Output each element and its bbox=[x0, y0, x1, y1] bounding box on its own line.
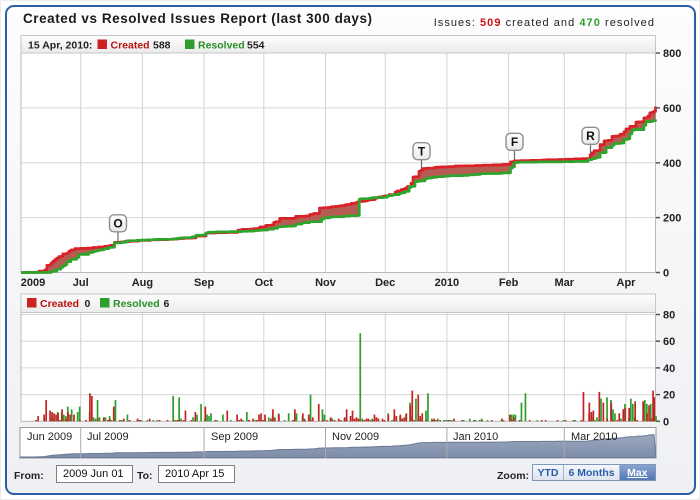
svg-text:Resolved: Resolved bbox=[113, 298, 160, 310]
svg-text:Nov 2009: Nov 2009 bbox=[332, 431, 379, 443]
svg-text:Resolved: Resolved bbox=[198, 40, 245, 52]
svg-text:200: 200 bbox=[663, 213, 681, 225]
svg-text:588: 588 bbox=[153, 40, 171, 52]
svg-text:Jun 2009: Jun 2009 bbox=[27, 431, 72, 443]
svg-text:Nov: Nov bbox=[315, 277, 337, 289]
svg-text:R: R bbox=[586, 129, 595, 143]
svg-text:Apr: Apr bbox=[617, 277, 637, 289]
svg-text:15 Apr, 2010:: 15 Apr, 2010: bbox=[28, 40, 92, 52]
svg-text:Created: Created bbox=[111, 40, 150, 52]
svg-text:6: 6 bbox=[164, 298, 170, 310]
svg-text:Sep 2009: Sep 2009 bbox=[211, 431, 258, 443]
svg-text:0: 0 bbox=[85, 298, 91, 310]
svg-text:60: 60 bbox=[663, 336, 675, 348]
svg-text:Sep: Sep bbox=[194, 277, 214, 289]
svg-text:400: 400 bbox=[663, 158, 681, 170]
svg-text:Oct: Oct bbox=[255, 277, 274, 289]
svg-text:0: 0 bbox=[663, 268, 669, 280]
svg-text:Dec: Dec bbox=[375, 277, 395, 289]
svg-text:F: F bbox=[511, 135, 518, 149]
svg-text:Feb: Feb bbox=[499, 277, 519, 289]
svg-text:2009: 2009 bbox=[21, 277, 45, 289]
svg-text:600: 600 bbox=[663, 103, 681, 115]
svg-text:Created: Created bbox=[40, 298, 79, 310]
svg-text:Jul 2009: Jul 2009 bbox=[87, 431, 129, 443]
svg-text:2010: 2010 bbox=[435, 277, 459, 289]
svg-text:800: 800 bbox=[663, 48, 681, 60]
svg-text:0: 0 bbox=[663, 416, 669, 428]
svg-text:T: T bbox=[418, 144, 426, 158]
svg-text:80: 80 bbox=[663, 310, 675, 322]
svg-text:40: 40 bbox=[663, 363, 675, 375]
svg-text:Mar 2010: Mar 2010 bbox=[571, 431, 617, 443]
svg-text:Mar: Mar bbox=[555, 277, 575, 289]
svg-text:554: 554 bbox=[247, 40, 265, 52]
svg-text:Jul: Jul bbox=[73, 277, 89, 289]
svg-text:O: O bbox=[113, 217, 122, 231]
svg-text:Aug: Aug bbox=[132, 277, 153, 289]
svg-text:Jan 2010: Jan 2010 bbox=[453, 431, 498, 443]
svg-text:20: 20 bbox=[663, 390, 675, 402]
